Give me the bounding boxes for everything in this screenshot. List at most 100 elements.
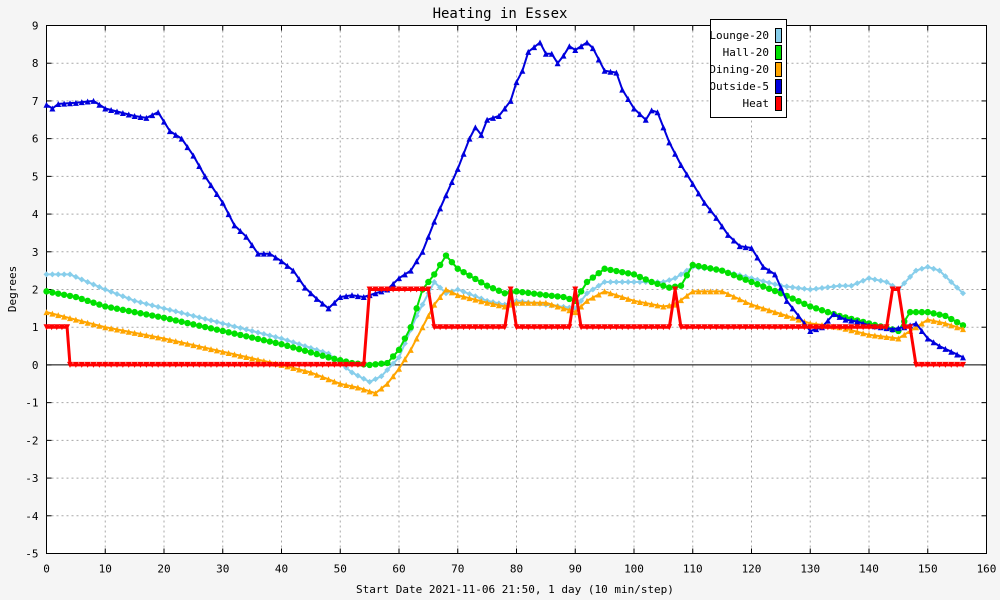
data-point-dining-20: [542, 299, 549, 306]
data-point-dining-20: [454, 292, 461, 299]
data-point-dining-20: [178, 339, 185, 346]
data-point-lounge-20: [754, 276, 761, 283]
data-point-lounge-20: [354, 372, 361, 379]
data-point-outside-5: [102, 105, 109, 112]
data-point-dining-20: [484, 299, 491, 306]
data-point-heat: [448, 324, 455, 331]
data-point-dining-20: [707, 288, 714, 295]
legend-label: Heat: [743, 97, 770, 110]
data-point-heat: [842, 324, 849, 331]
data-point-outside-5: [783, 297, 790, 304]
data-point-heat: [208, 361, 214, 368]
data-point-hall-20: [260, 337, 268, 344]
x-tick-label: 80: [510, 563, 523, 576]
data-point-dining-20: [695, 288, 702, 295]
data-point-dining-20: [619, 294, 626, 301]
data-point-heat: [331, 361, 338, 368]
data-point-lounge-20: [131, 297, 138, 304]
data-point-dining-20: [525, 299, 532, 306]
data-point-outside-5: [448, 179, 455, 186]
data-point-hall-20: [337, 357, 344, 364]
data-point-hall-20: [254, 335, 262, 343]
data-point-lounge-20: [184, 311, 191, 318]
data-point-heat: [836, 324, 843, 331]
data-point-lounge-20: [102, 286, 109, 293]
data-point-heat: [695, 324, 702, 331]
data-point-dining-20: [137, 331, 144, 338]
data-point-outside-5: [114, 108, 120, 115]
data-point-hall-20: [754, 281, 761, 288]
data-point-outside-5: [125, 111, 132, 118]
data-point-hall-20: [642, 276, 649, 283]
data-point-hall-20: [695, 262, 702, 270]
data-point-dining-20: [683, 292, 690, 299]
legend-label: Dining-20: [709, 63, 769, 76]
data-point-heat: [48, 324, 55, 331]
data-point-dining-20: [860, 330, 867, 337]
data-point-dining-20: [184, 340, 191, 347]
data-point-dining-20: [572, 309, 579, 316]
data-point-outside-5: [155, 109, 162, 116]
data-point-dining-20: [354, 384, 361, 391]
data-point-outside-5: [672, 150, 679, 157]
data-point-outside-5: [613, 69, 620, 76]
x-tick-label: 40: [275, 563, 288, 576]
data-point-outside-5: [90, 97, 97, 104]
data-point-hall-20: [442, 252, 450, 259]
data-point-dining-20: [678, 297, 684, 304]
data-point-hall-20: [501, 290, 508, 297]
data-point-dining-20: [425, 312, 432, 319]
data-point-dining-20: [654, 302, 661, 309]
data-point-heat: [871, 324, 878, 331]
data-point-dining-20: [114, 326, 120, 333]
data-point-dining-20: [108, 325, 115, 332]
data-point-heat: [149, 361, 156, 368]
data-point-heat: [354, 361, 361, 368]
data-point-hall-20: [707, 265, 714, 272]
data-point-outside-5: [472, 124, 479, 131]
data-point-outside-5: [854, 318, 861, 325]
x-tick-label: 20: [157, 563, 170, 576]
data-point-lounge-20: [208, 317, 214, 324]
data-point-dining-20: [161, 335, 167, 342]
data-point-heat: [601, 324, 608, 331]
data-point-lounge-20: [378, 373, 385, 380]
data-point-hall-20: [801, 300, 808, 308]
data-point-dining-20: [472, 296, 479, 303]
data-point-dining-20: [848, 327, 855, 334]
data-point-hall-20: [795, 297, 802, 305]
data-point-outside-5: [349, 292, 355, 299]
legend-label: Lounge-20: [709, 29, 769, 42]
data-point-dining-20: [490, 300, 496, 307]
data-point-hall-20: [595, 269, 602, 277]
data-point-outside-5: [572, 47, 579, 54]
data-point-lounge-20: [824, 284, 831, 291]
data-point-hall-20: [196, 322, 203, 329]
data-point-dining-20: [72, 316, 79, 323]
y-tick-label: 2: [32, 284, 39, 297]
data-point-heat: [613, 324, 620, 331]
data-point-outside-5: [537, 39, 543, 46]
data-point-heat: [854, 324, 861, 331]
data-point-dining-20: [660, 303, 667, 310]
data-point-lounge-20: [255, 329, 261, 336]
data-point-lounge-20: [360, 375, 367, 382]
data-point-outside-5: [954, 351, 961, 358]
data-point-dining-20: [513, 299, 520, 306]
data-point-heat: [572, 286, 579, 293]
data-point-hall-20: [718, 267, 726, 274]
data-point-heat: [58, 324, 65, 331]
data-point-lounge-20: [190, 312, 197, 319]
data-point-outside-5: [507, 97, 514, 104]
data-point-hall-20: [689, 261, 696, 269]
data-point-lounge-20: [166, 306, 173, 313]
data-point-lounge-20: [437, 284, 444, 291]
data-point-hall-20: [953, 318, 961, 326]
data-point-outside-5: [296, 276, 303, 283]
data-point-heat: [954, 361, 961, 368]
data-point-hall-20: [137, 310, 144, 317]
data-point-dining-20: [102, 324, 109, 331]
data-point-dining-20: [166, 336, 173, 343]
data-point-hall-20: [78, 295, 85, 303]
data-point-outside-5: [930, 339, 937, 346]
